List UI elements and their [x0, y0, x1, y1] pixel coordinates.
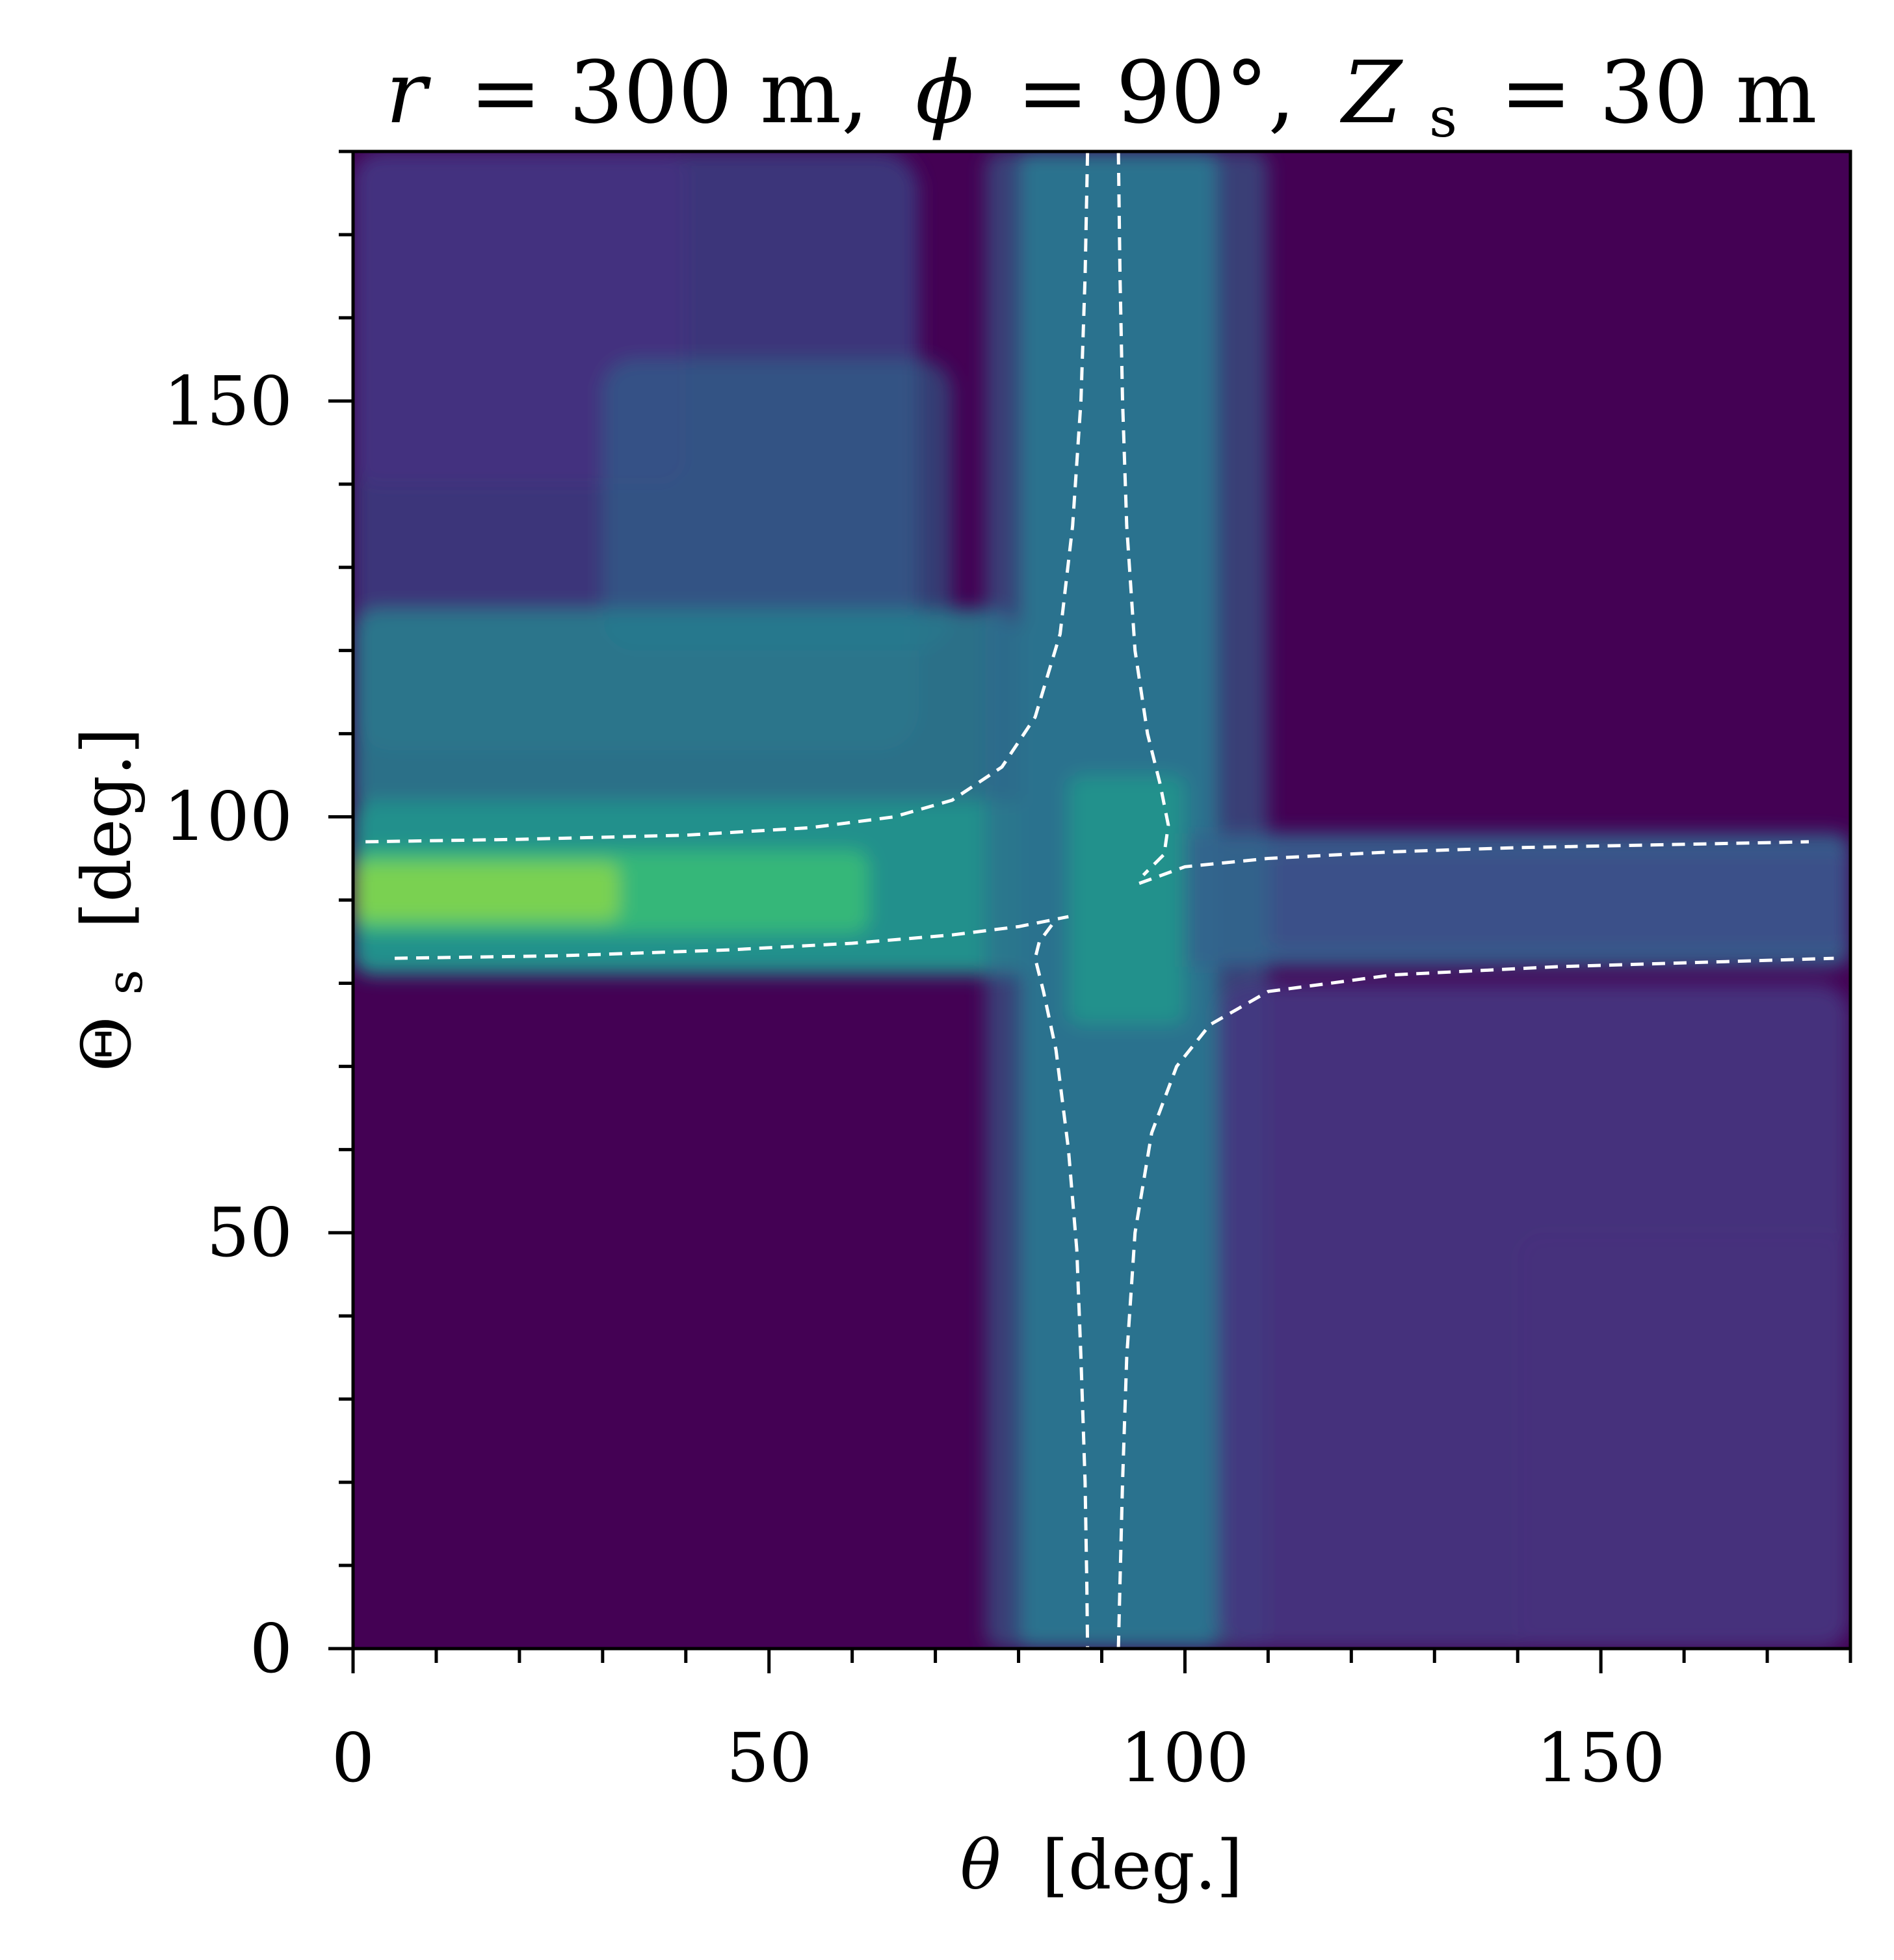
y-tick-label-150: 150: [163, 361, 293, 441]
y-tick-label-0: 0: [250, 1609, 293, 1688]
title-z-value: = 30 m: [1500, 43, 1817, 143]
y-axis-symbol: Θ: [67, 1016, 146, 1071]
y-axis-sub: s: [96, 969, 153, 995]
title-phi-symbol: ϕ: [915, 43, 974, 143]
title-r-value: = 300 m,: [469, 43, 869, 143]
title-r-symbol: r: [386, 43, 431, 143]
contour-lines: [365, 151, 1834, 1649]
y-tick-labels: 0 50 100 150: [163, 361, 293, 1688]
title-z-symbol: Z: [1339, 43, 1403, 143]
x-tick-label-50: 50: [726, 1718, 812, 1797]
y-tick-label-50: 50: [207, 1193, 293, 1272]
y-axis-unit: [deg.]: [67, 727, 146, 928]
x-tick-label-0: 0: [332, 1718, 375, 1797]
title-z-sub: s: [1429, 86, 1457, 150]
contour-line-6: [1116, 956, 1834, 1649]
x-tick-label-100: 100: [1120, 1718, 1250, 1797]
contour-line-5: [1033, 924, 1090, 1649]
chart-title: r = 300 m, ϕ = 90°, Z s = 30 m: [386, 43, 1817, 157]
heat-region-10: [1268, 850, 1850, 950]
contour-line-3: [1138, 840, 1809, 885]
x-tick-labels: 0 50 100 150: [332, 1718, 1665, 1797]
heat-region-13: [1068, 775, 1185, 1025]
y-tick-label-100: 100: [163, 777, 293, 856]
contour-line-2: [1116, 151, 1170, 876]
x-axis-unit: [deg.]: [1042, 1825, 1243, 1905]
title-phi-value: = 90°,: [1017, 43, 1295, 143]
heat-region-3: [353, 608, 1019, 817]
contour-line-1: [365, 151, 1090, 844]
axis-ticks: [328, 150, 1852, 1673]
x-axis-label: θ [deg.]: [960, 1825, 1243, 1905]
heat-region-2: [602, 359, 953, 651]
contour-line-4: [394, 915, 1069, 960]
x-tick-label-150: 150: [1536, 1718, 1666, 1797]
heat-region-12: [1518, 1233, 1850, 1649]
x-axis-symbol: θ: [960, 1825, 1001, 1905]
plot-area: [353, 151, 1850, 1649]
y-axis-label: Θ s [deg.]: [67, 727, 158, 1071]
heat-region-6: [353, 862, 620, 921]
